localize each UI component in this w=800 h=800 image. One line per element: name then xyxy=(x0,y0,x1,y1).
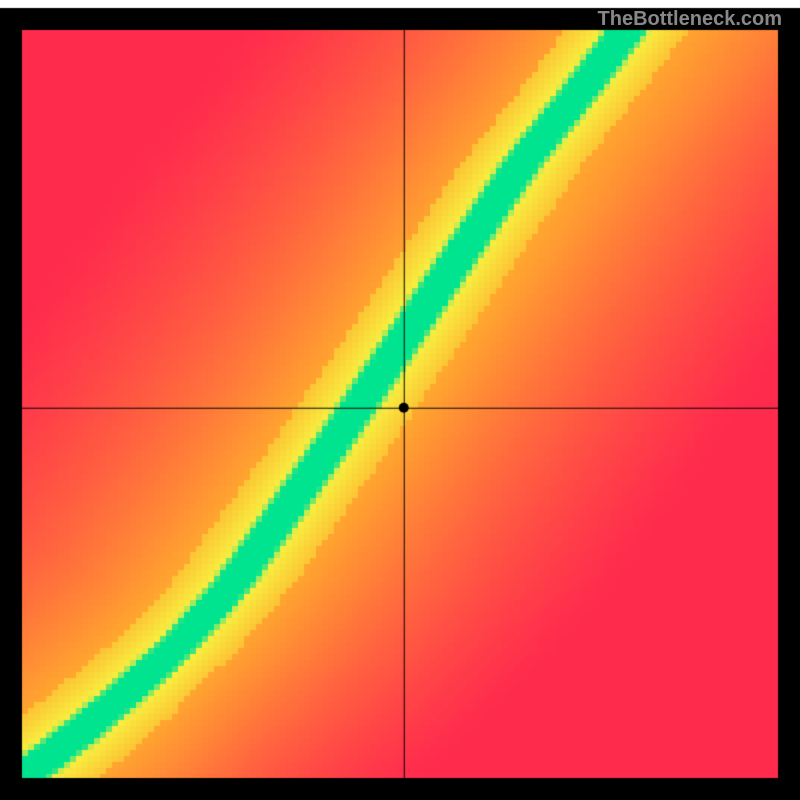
chart-container: TheBottleneck.com xyxy=(0,0,800,800)
heatmap-canvas xyxy=(0,0,800,800)
watermark-text: TheBottleneck.com xyxy=(598,8,782,31)
